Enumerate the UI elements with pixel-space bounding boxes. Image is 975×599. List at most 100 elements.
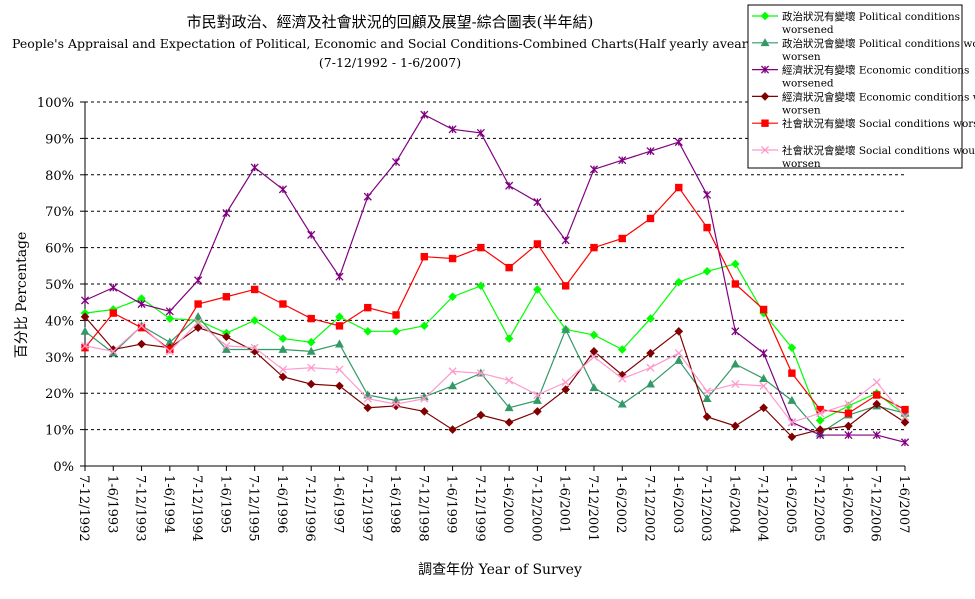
y-axis-label: 百分比 Percentage bbox=[14, 232, 30, 359]
data-point bbox=[703, 387, 712, 396]
x-tick-label: 7-12/2003 bbox=[698, 475, 713, 542]
legend-item: 經濟狀況有變壞 Economic conditions worsened bbox=[752, 64, 969, 90]
legend-swatch-marker bbox=[760, 38, 770, 47]
data-point bbox=[730, 359, 740, 368]
data-point bbox=[646, 314, 655, 323]
data-point bbox=[901, 405, 909, 414]
data-point bbox=[759, 374, 769, 383]
data-point bbox=[250, 285, 259, 294]
series-line bbox=[84, 315, 906, 435]
data-point bbox=[844, 400, 853, 409]
gridlines bbox=[85, 101, 905, 431]
data-point bbox=[618, 374, 627, 383]
data-point bbox=[844, 409, 853, 417]
legend-item: 社會狀況有變壞 Social conditions worsened bbox=[752, 117, 975, 130]
data-point bbox=[731, 380, 740, 389]
data-point bbox=[674, 277, 684, 287]
data-point bbox=[109, 309, 117, 317]
x-tick-label: 7-12/1997 bbox=[359, 475, 374, 542]
y-tick-label: 80% bbox=[45, 169, 74, 184]
data-point bbox=[194, 300, 202, 308]
data-point bbox=[787, 432, 797, 442]
x-tick-label: 7-12/1994 bbox=[189, 475, 204, 542]
data-point bbox=[307, 230, 316, 239]
data-point bbox=[561, 378, 570, 387]
chart-subtitle: People's Appraisal and Expectation of Po… bbox=[12, 36, 768, 51]
data-point bbox=[80, 341, 90, 350]
data-point bbox=[278, 365, 287, 374]
series-line bbox=[84, 316, 906, 438]
data-point bbox=[137, 321, 146, 330]
data-point bbox=[787, 395, 797, 404]
axes bbox=[84, 102, 905, 467]
x-axis-label: 調查年份 Year of Survey bbox=[418, 562, 582, 578]
data-point bbox=[448, 254, 457, 263]
data-point bbox=[448, 367, 457, 376]
legend-label: 政治狀況會變壞 Political conditions would worsen bbox=[782, 37, 975, 63]
data-point bbox=[278, 185, 287, 194]
data-point bbox=[816, 409, 825, 418]
data-point bbox=[166, 345, 174, 354]
data-point bbox=[561, 324, 571, 333]
x-tick-label: 1-6/2005 bbox=[783, 475, 798, 533]
data-point bbox=[80, 326, 90, 335]
data-point bbox=[137, 299, 146, 309]
data-point bbox=[448, 381, 458, 390]
data-point bbox=[731, 259, 740, 269]
data-point bbox=[702, 266, 712, 276]
x-tick-label: 7-12/1999 bbox=[472, 475, 487, 542]
data-point bbox=[306, 337, 316, 347]
x-tick-label: 1-6/2007 bbox=[896, 475, 911, 533]
x-tick-label: 1-6/2002 bbox=[613, 475, 628, 533]
data-point bbox=[504, 403, 514, 412]
data-point bbox=[221, 344, 231, 353]
data-point bbox=[193, 312, 203, 321]
x-tick-label: 1-6/1999 bbox=[444, 475, 459, 533]
series-1 bbox=[80, 259, 910, 425]
x-tick-label: 1-6/2000 bbox=[500, 475, 515, 533]
legend-label: 社會狀況會變壞 Social conditions would worsen bbox=[782, 144, 975, 170]
data-point bbox=[505, 376, 514, 385]
data-point bbox=[222, 208, 231, 218]
data-point bbox=[590, 243, 598, 252]
data-point bbox=[476, 281, 486, 291]
legend-swatch-marker bbox=[761, 119, 769, 127]
data-point bbox=[815, 416, 825, 425]
x-tick-label: 7-12/2004 bbox=[755, 475, 770, 542]
data-point bbox=[674, 327, 684, 336]
x-tick-label: 1-6/2003 bbox=[670, 475, 685, 533]
data-point bbox=[306, 346, 316, 355]
data-point bbox=[589, 383, 599, 392]
chart-titles: 市民對政治、經濟及社會狀況的回顧及展望-綜合圖表(半年結) People's A… bbox=[12, 13, 768, 70]
x-tick-label: 1-6/1995 bbox=[217, 475, 232, 533]
data-point bbox=[80, 312, 90, 322]
data-point bbox=[505, 263, 513, 272]
data-point bbox=[109, 347, 118, 356]
series-6 bbox=[80, 318, 910, 427]
x-tick-label: 7-12/1998 bbox=[415, 475, 430, 542]
data-point bbox=[363, 394, 372, 403]
x-tick-label: 7-12/1996 bbox=[302, 475, 317, 542]
y-tick-label: 0% bbox=[53, 460, 74, 475]
x-tick-label: 7-12/2002 bbox=[642, 475, 657, 542]
legend-swatch-marker bbox=[760, 65, 770, 74]
data-point bbox=[476, 128, 485, 137]
data-point bbox=[278, 344, 288, 353]
y-tick-label: 90% bbox=[45, 132, 74, 147]
data-point bbox=[420, 394, 429, 403]
data-point bbox=[844, 431, 853, 440]
x-tick-label: 1-6/1994 bbox=[161, 475, 176, 533]
data-point bbox=[109, 283, 118, 292]
x-tick-label: 1-6/2006 bbox=[839, 475, 854, 533]
x-tick-label: 1-6/2004 bbox=[726, 475, 741, 533]
data-point bbox=[504, 334, 514, 343]
data-point bbox=[646, 214, 655, 223]
x-tick-label: 1-6/1996 bbox=[274, 475, 289, 533]
data-point bbox=[646, 147, 655, 156]
data-point bbox=[335, 339, 344, 348]
x-axis-ticks: 7-12/1992 1-6/1993 7-12/1993 1-6/1994 7-12/1… bbox=[76, 466, 911, 542]
data-point bbox=[504, 418, 514, 427]
series-5 bbox=[81, 183, 909, 417]
data-point bbox=[335, 272, 344, 281]
